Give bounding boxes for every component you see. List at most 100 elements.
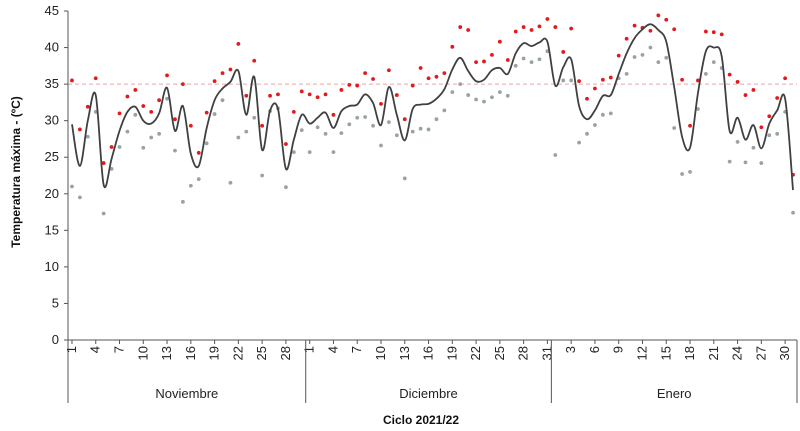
- series-1-point: [188, 123, 193, 128]
- series-2-point: [664, 55, 669, 60]
- series-2-point: [529, 60, 534, 65]
- series-2-point: [307, 150, 312, 155]
- series-1-point: [735, 80, 740, 84]
- series-2-point: [70, 184, 74, 189]
- series-1-point: [180, 82, 185, 87]
- x-tick-label: 4: [88, 346, 103, 353]
- series-2-point: [117, 145, 122, 149]
- series-2-point: [125, 129, 130, 134]
- series-2-point: [418, 126, 423, 131]
- series-1-point: [537, 24, 542, 29]
- series-1-point: [680, 77, 685, 82]
- y-tick-label: 15: [45, 222, 59, 237]
- series-1-point: [513, 29, 518, 34]
- series-2-point: [133, 112, 138, 117]
- series-1-point: [101, 161, 106, 165]
- series-1-point: [696, 78, 700, 83]
- series-1-point: [688, 123, 692, 128]
- series-2-point: [553, 153, 558, 157]
- x-tick-label: 22: [230, 346, 245, 360]
- series-2-point: [323, 131, 328, 136]
- series-2-point: [355, 115, 360, 120]
- series-2-point: [482, 99, 486, 104]
- series-1-point: [672, 27, 677, 32]
- series-1-point: [141, 104, 146, 108]
- series-1-point: [703, 29, 708, 34]
- series-2-point: [632, 55, 637, 59]
- x-tick-label: 25: [254, 346, 269, 360]
- series-1-point: [529, 28, 534, 32]
- series-2-point: [220, 98, 225, 103]
- series-1-point: [648, 28, 653, 33]
- series-1-point: [315, 95, 320, 100]
- series-2-point: [410, 129, 415, 134]
- series-3-line: [71, 23, 794, 191]
- y-tick-label: 40: [45, 40, 59, 55]
- x-tick-label: 16: [421, 346, 436, 360]
- series-2-point: [394, 133, 399, 138]
- x-tick-label: 25: [492, 346, 507, 360]
- series-1-point: [125, 94, 130, 99]
- series-1-point: [553, 25, 558, 29]
- series-1-point: [632, 23, 637, 28]
- series-2-point: [149, 135, 154, 140]
- x-tick-label: 6: [587, 346, 602, 353]
- series-1-point: [284, 142, 288, 146]
- series-1-point: [616, 53, 621, 58]
- series-2-point: [688, 169, 692, 174]
- series-2-point: [656, 60, 661, 65]
- series-1-point: [157, 98, 162, 103]
- month-label: Noviembre: [155, 386, 218, 401]
- series-1-point: [719, 32, 724, 37]
- series-1-point: [466, 28, 471, 32]
- x-tick-label: 1: [64, 346, 79, 353]
- series-2-point: [165, 96, 169, 101]
- x-tick-label: 31: [539, 346, 554, 360]
- series-1-point: [490, 52, 494, 57]
- series-2-point: [426, 127, 431, 132]
- series-1-point: [394, 93, 399, 97]
- series-2-point: [791, 210, 795, 215]
- x-tick-label: 3: [563, 346, 578, 353]
- series-1-point: [426, 76, 431, 81]
- series-2-point: [490, 95, 494, 100]
- series-2-point: [743, 160, 748, 165]
- series-2-point: [624, 71, 629, 76]
- series-2-point: [188, 183, 193, 188]
- series-2-point: [497, 90, 502, 95]
- series-2-point: [474, 97, 478, 102]
- x-tick-label: 28: [278, 346, 293, 360]
- series-1-point: [624, 36, 629, 41]
- x-tick-label: 24: [730, 346, 745, 360]
- series-1-point: [664, 17, 669, 22]
- x-tick-label: 19: [444, 346, 459, 360]
- series-2-point: [236, 135, 241, 140]
- series-2-point: [244, 129, 249, 134]
- series-2-point: [204, 141, 209, 146]
- series-1-point: [418, 66, 423, 70]
- series-2-point: [291, 150, 296, 155]
- x-tick-label: 9: [611, 346, 626, 353]
- series-1-point: [276, 92, 280, 97]
- x-tick-label: 10: [135, 346, 150, 360]
- series-2-point: [260, 173, 265, 178]
- y-tick-label: 30: [45, 113, 59, 128]
- series-2-point: [466, 93, 471, 97]
- series-1-point: [751, 88, 756, 92]
- x-tick-label: 10: [373, 346, 388, 360]
- x-tick-label: 15: [658, 346, 673, 360]
- series-1-point: [497, 39, 502, 44]
- series-2-point: [775, 131, 780, 136]
- y-tick-label: 5: [52, 295, 59, 310]
- series-2-point: [331, 150, 336, 155]
- series-1-point: [656, 13, 661, 18]
- series-2-point: [85, 134, 90, 139]
- series-1-point: [331, 112, 336, 117]
- series-2-point: [680, 172, 685, 176]
- series-1-point: [727, 72, 732, 77]
- series-1-point: [521, 25, 526, 29]
- series-1-point: [482, 59, 486, 64]
- series-2-point: [735, 139, 740, 144]
- series-1-point: [593, 86, 597, 91]
- series-1-point: [600, 77, 605, 82]
